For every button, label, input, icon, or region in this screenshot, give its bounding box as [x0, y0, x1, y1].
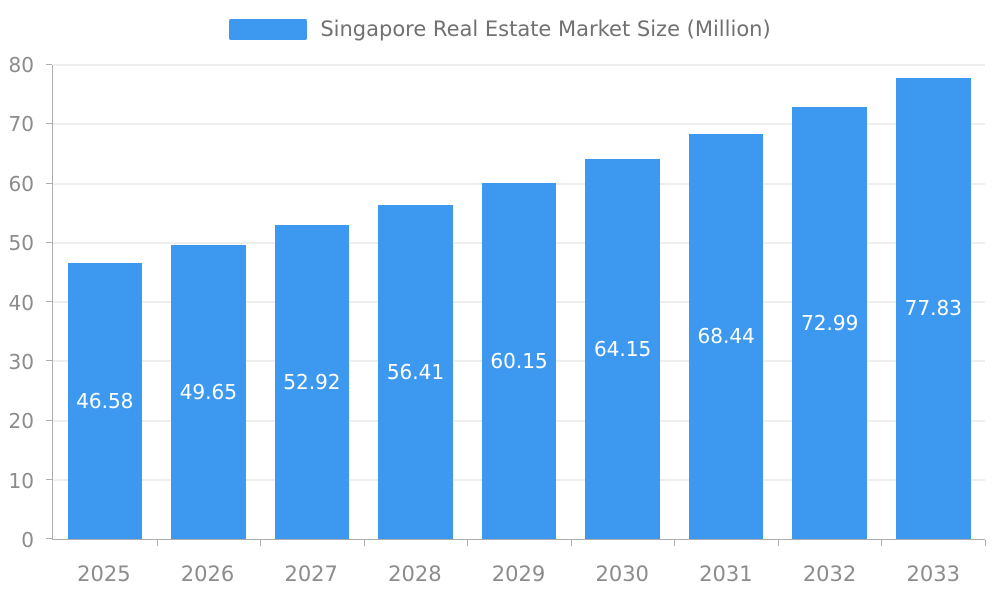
legend-swatch-icon: [229, 18, 308, 40]
bar-value-label-2032: 72.99: [801, 310, 859, 335]
y-axis: 0 10 20 30 40 50 60 70 80: [0, 53, 44, 552]
x-tick-mark-1: [156, 540, 158, 546]
x-tick-label-2033: 2033: [906, 562, 960, 586]
gridline-70: [53, 123, 985, 125]
bar-value-label-2030: 64.15: [593, 336, 652, 361]
bar-cell-2029: 60.15: [467, 65, 571, 539]
bar-2030[interactable]: 64.15: [585, 158, 660, 539]
bar-2031[interactable]: 68.44: [688, 133, 764, 539]
bar-cell-2032: 72.99: [778, 65, 882, 539]
bar-cell-2028: 56.41: [364, 65, 468, 539]
bar-value-label-2029: 60.15: [490, 348, 548, 373]
bar-cell-2026: 49.65: [157, 65, 261, 539]
bar-value-label-2025: 46.58: [76, 389, 134, 413]
y-tick-mark-30: [46, 360, 52, 362]
bar-2028[interactable]: 56.41: [378, 204, 453, 539]
bar-2029[interactable]: 60.15: [481, 182, 557, 539]
y-tick-mark-70: [46, 123, 52, 125]
x-tick-mark-9: [985, 540, 986, 546]
y-tick-label-0: 0: [21, 528, 34, 552]
x-tick-label-2031: 2031: [699, 562, 753, 586]
x-tick-label-2026: 2026: [180, 562, 235, 586]
gridline-80: [53, 64, 985, 66]
bar-value-label-2028: 56.41: [386, 359, 445, 384]
x-tick-mark-6: [674, 540, 676, 546]
y-tick-label-40: 40: [8, 290, 34, 315]
bar-value-label-2026: 49.65: [179, 379, 237, 404]
bar-2026[interactable]: 49.65: [171, 244, 246, 539]
x-tick-label-2025: 2025: [77, 562, 131, 586]
y-tick-mark-60: [46, 182, 52, 184]
y-tick-label-30: 30: [8, 349, 34, 374]
bar-cell-2027: 52.92: [260, 65, 364, 539]
bar-2032[interactable]: 72.99: [792, 106, 867, 539]
x-tick-mark-5: [570, 540, 572, 546]
y-tick-mark-50: [46, 241, 52, 243]
y-tick-mark-40: [46, 301, 52, 302]
x-tick-label-2029: 2029: [491, 562, 546, 586]
y-tick-mark-0: [46, 538, 52, 539]
bar-cell-2025: 46.58: [53, 65, 157, 539]
x-tick-mark-8: [881, 540, 883, 546]
bar-series: 46.58 49.65 52.92 56.41 60.15 64.15 68.44 72.99…: [53, 65, 985, 539]
y-tick-mark-80: [46, 64, 52, 65]
bar-cell-2033: 77.83: [882, 65, 986, 539]
x-tick-mark-4: [467, 540, 469, 546]
bar-value-label-2027: 52.92: [283, 370, 341, 395]
bar-2033[interactable]: 77.83: [896, 77, 971, 539]
y-tick-label-10: 10: [8, 468, 34, 493]
y-tick-label-80: 80: [8, 53, 34, 77]
bar-cell-2030: 64.15: [571, 65, 675, 539]
y-tick-mark-10: [46, 478, 52, 480]
x-tick-mark-7: [777, 540, 779, 546]
x-tick-label-2032: 2032: [802, 562, 857, 586]
x-tick-label-2027: 2027: [284, 562, 338, 586]
x-axis: 2025 2026 2027 2028 2029 2030 2031 2032 2033: [52, 558, 985, 590]
bar-value-label-2033: 77.83: [904, 296, 962, 321]
x-tick-label-2030: 2030: [595, 562, 649, 586]
bar-value-label-2031: 68.44: [697, 324, 755, 349]
x-tick-label-2028: 2028: [388, 562, 442, 586]
y-tick-label-20: 20: [8, 409, 34, 434]
y-tick-label-70: 70: [8, 112, 34, 137]
bar-cell-2031: 68.44: [674, 65, 778, 539]
y-tick-mark-20: [46, 419, 52, 421]
y-tick-label-60: 60: [8, 171, 34, 196]
legend-label: Singapore Real Estate Market Size (Milli…: [320, 17, 771, 41]
bar-2027[interactable]: 52.92: [274, 225, 350, 539]
legend[interactable]: Singapore Real Estate Market Size (Milli…: [0, 17, 1000, 41]
x-tick-mark-3: [363, 540, 365, 546]
y-tick-label-50: 50: [8, 231, 34, 256]
x-tick-mark-2: [260, 540, 262, 546]
plot-area: 46.58 49.65 52.92 56.41 60.15 64.15 68.44 72.99…: [46, 64, 986, 546]
bar-2025[interactable]: 46.58: [67, 263, 143, 539]
